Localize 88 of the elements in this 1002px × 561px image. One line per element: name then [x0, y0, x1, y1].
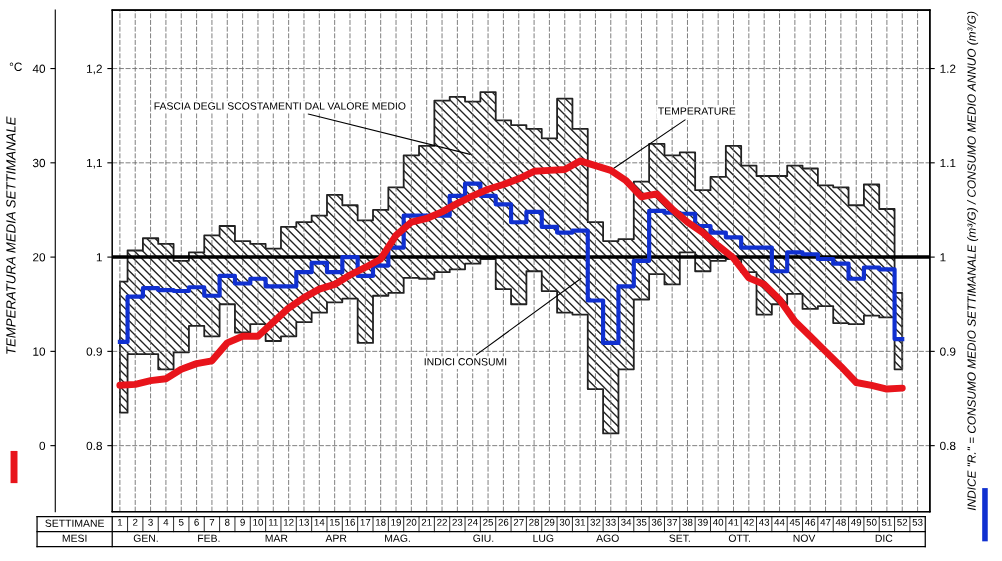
x-tick-label: 41 [728, 518, 739, 526]
text: FEB. [198, 534, 220, 542]
y-tick-label: 0.8 [86, 441, 102, 451]
x-tick-label: 8 [224, 518, 230, 526]
y3-tick-label: 10 [33, 347, 46, 356]
x-tick-label: 46 [805, 518, 816, 526]
x-tick-label: 17 [360, 518, 371, 526]
x-tick-label: 10 [253, 518, 263, 526]
x-tick-label: 40 [712, 518, 724, 526]
x-tick-label: 47 [820, 518, 831, 526]
x-tick-label: 44 [774, 518, 785, 526]
x-tick-label: 36 [651, 518, 662, 526]
text: APR [325, 534, 347, 542]
x-tick-label: 4 [163, 518, 169, 526]
text: GIU. [473, 534, 494, 542]
y2-tick-label: 1 [940, 253, 946, 262]
x-tick-label: 9 [240, 518, 245, 526]
text: AGO [596, 534, 619, 542]
x-tick-label: 2 [133, 518, 138, 526]
x-tick-label: 43 [759, 518, 770, 526]
text: GEN. [133, 534, 158, 542]
x-tick-label: 50 [866, 518, 877, 526]
x-tick-label: 22 [437, 518, 447, 526]
y3-tick-label: 40 [32, 64, 46, 73]
y3-axis-title: TEMPERATURA MEDIA SETTIMANALE [6, 116, 16, 354]
x-tick-label: 3 [148, 518, 153, 526]
y3-tick-label: 20 [33, 253, 46, 262]
x-tick-label: 24 [467, 518, 478, 526]
x-tick-label: 12 [283, 518, 294, 526]
x-tick-label: 38 [682, 518, 693, 526]
x-axis-title: SETTIMANE [45, 519, 104, 527]
text: MAR [265, 534, 288, 542]
x-tick-label: 45 [789, 518, 800, 526]
y3-tick-label: 0 [39, 441, 46, 451]
x-tick-label: 48 [835, 518, 846, 526]
text: DIC [875, 534, 893, 542]
x-tick-label: 16 [345, 518, 355, 526]
x-tick-label: 25 [483, 518, 494, 526]
text: OTT. [728, 534, 750, 542]
y2-tick-label: 0.9 [940, 347, 956, 356]
y3-tick-label: 30 [32, 158, 46, 168]
x-tick-label: 21 [421, 518, 432, 526]
x-tick-label: 11 [268, 518, 278, 526]
x-tick-label: 7 [209, 518, 215, 526]
text: LUG [533, 534, 554, 542]
x-tick-label: 19 [391, 518, 401, 526]
x-tick-label: 35 [636, 518, 647, 526]
x-tick-label: 39 [697, 518, 708, 526]
x-tick-label: 18 [376, 518, 386, 526]
x-tick-label: 42 [743, 518, 754, 526]
annotation: TEMPERATURE [658, 107, 736, 115]
x-tick-label: 52 [897, 518, 908, 526]
text: MAG. [385, 534, 410, 542]
x-tick-label: 26 [498, 518, 509, 526]
x-tick-label: 31 [575, 518, 586, 526]
y2-tick-label: 1.2 [940, 64, 956, 73]
x-tick-label: 15 [329, 518, 340, 526]
x-tick-label: 29 [544, 518, 555, 526]
x-tick-label: 20 [406, 518, 417, 526]
annotation: FASCIA DEGLI SCOSTAMENTI DAL VALORE MEDIO [154, 102, 406, 110]
annotation: INDICI CONSUMI [424, 358, 507, 366]
x-tick-label: 37 [667, 518, 678, 526]
y2-tick-label: 1.1 [940, 158, 956, 168]
x-tick-label: 34 [621, 518, 632, 526]
x-tick-label: 13 [299, 518, 309, 526]
x-tick-label: 32 [590, 518, 601, 526]
x-tick-label: 14 [314, 518, 325, 526]
y-tick-label: 1 [96, 253, 102, 262]
x-tick-label: 5 [178, 518, 184, 526]
x-tick-label: 6 [194, 518, 199, 526]
y2-tick-label: 0.8 [940, 441, 956, 451]
y2-axis-title: INDICE "R." = CONSUMO MEDIO SETTIMANALE (m³/G) / CONSUMO MEDIO ANNUO (m³/G) [967, 11, 979, 511]
x-tick-label: 30 [559, 518, 570, 526]
text: NOV [793, 534, 816, 542]
text: MESI [62, 534, 87, 542]
x-tick-label: 51 [881, 518, 892, 526]
text: SET. [669, 534, 690, 542]
y-tick-label: 0.9 [86, 347, 102, 356]
x-tick-label: 33 [605, 518, 616, 526]
x-tick-label: 23 [452, 518, 463, 526]
x-tick-label: 27 [513, 518, 524, 526]
x-tick-label: 28 [529, 518, 540, 526]
y-tick-label: 1,1 [86, 158, 102, 169]
text: °C [9, 62, 22, 71]
x-tick-label: 49 [851, 518, 862, 526]
x-tick-label: 1 [117, 518, 123, 526]
x-tick-label: 53 [912, 518, 923, 526]
y-tick-label: 1,2 [86, 64, 102, 75]
